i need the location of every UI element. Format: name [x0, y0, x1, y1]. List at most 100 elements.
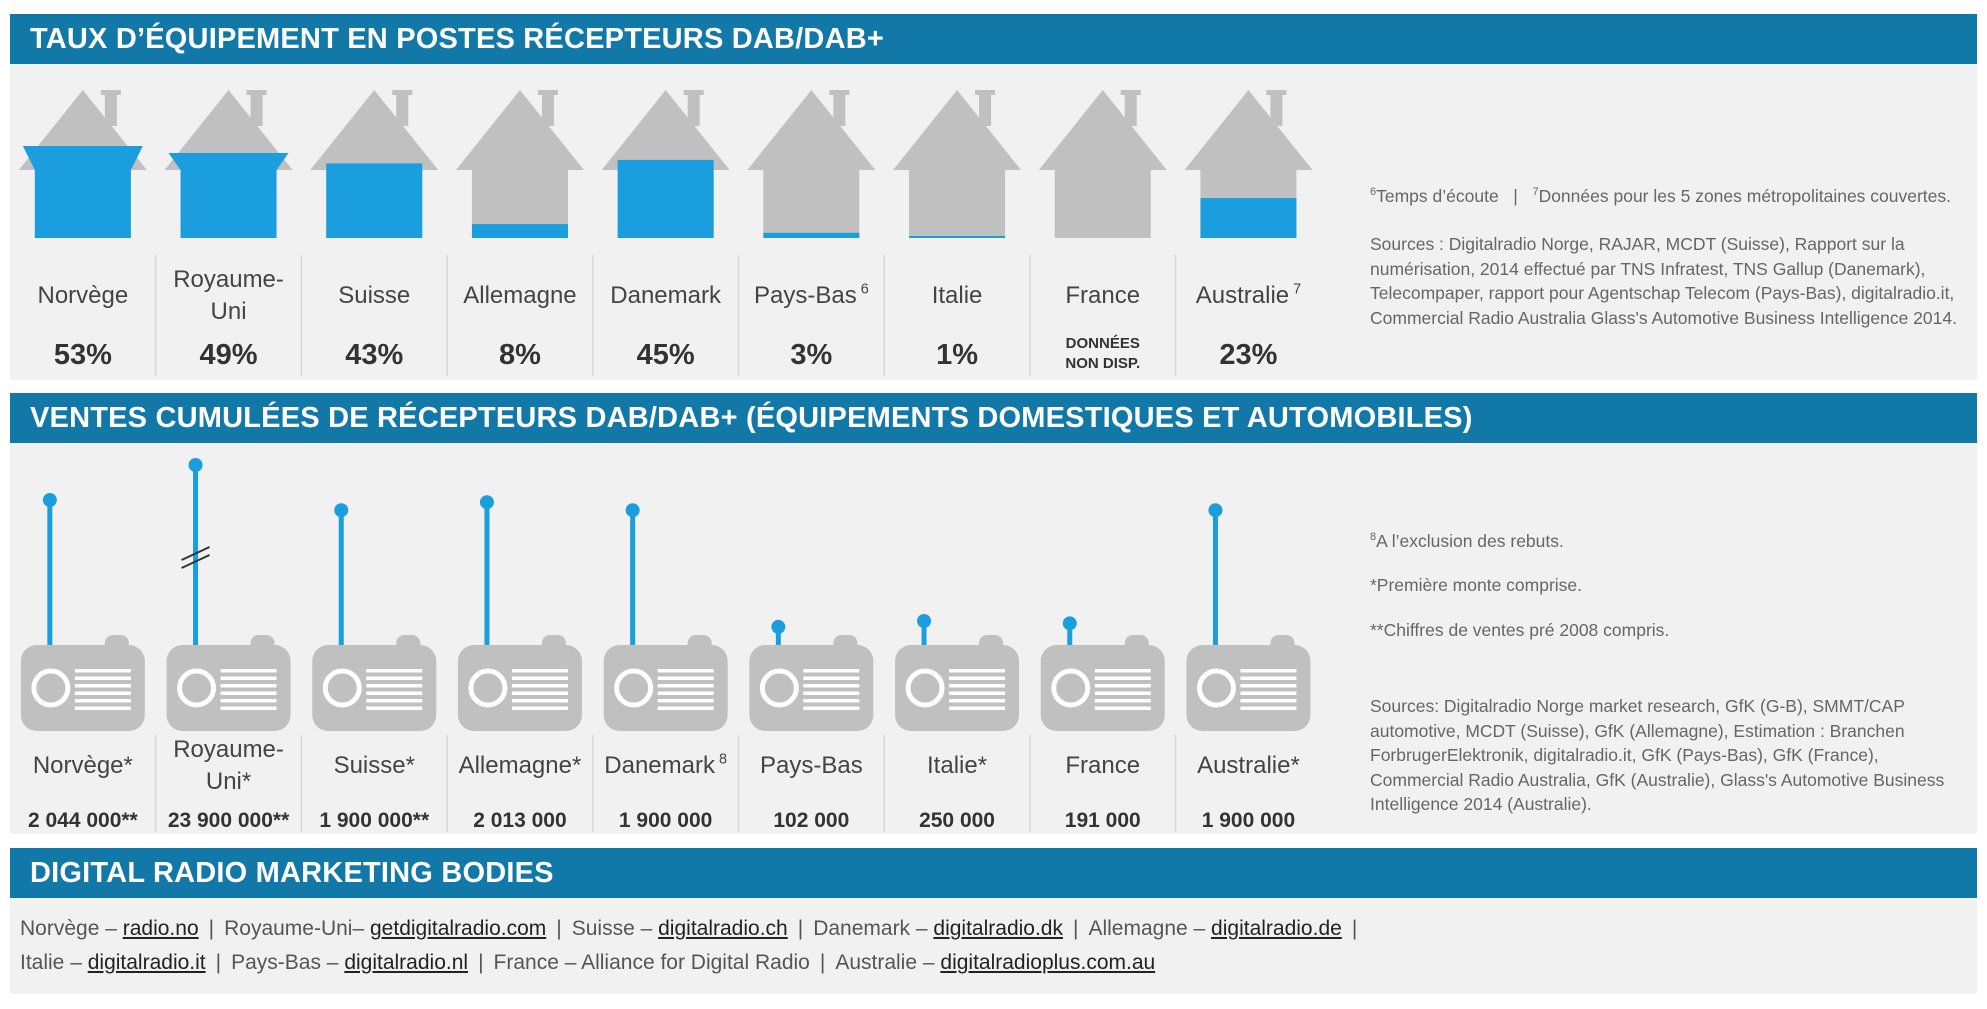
radio-grille-line: [1240, 684, 1297, 688]
radio-antenna-tip: [625, 503, 640, 518]
house-mark: [601, 90, 730, 238]
house-mark: [310, 90, 439, 238]
value-label: 1 900 000**: [319, 809, 430, 832]
radio-grille-line: [803, 699, 860, 703]
radio-grille-line: [1240, 669, 1297, 673]
house-chimney: [250, 92, 263, 126]
radio-dial: [468, 668, 508, 708]
radio-grille-line: [1094, 676, 1151, 680]
house-fill: [326, 163, 423, 238]
value-label: 2 044 000**: [28, 809, 139, 832]
marketing-link[interactable]: digitalradio.it: [87, 951, 206, 974]
radio-mark: [457, 495, 582, 731]
radio-grille-line: [949, 676, 1006, 680]
radio-grille-line: [803, 684, 860, 688]
radio-body: [312, 645, 437, 731]
radio-grille-line: [803, 669, 860, 673]
radio-grille-line: [220, 676, 277, 680]
marketing-item: Norvège – radio.no: [20, 917, 199, 940]
radio-antenna-tip: [1208, 503, 1223, 518]
house-roof: [455, 90, 584, 170]
marketing-item: Allemagne – digitalradio.de: [1088, 917, 1341, 940]
value-label: 2 013 000: [473, 809, 566, 832]
radio-body: [1040, 645, 1165, 731]
marketing-country: Australie –: [835, 951, 941, 974]
note-star: *Première monte comprise.: [1370, 575, 1583, 596]
marketing-link[interactable]: digitalradioplus.com.au: [940, 951, 1156, 974]
radio-grille-line: [220, 669, 277, 673]
radio-mark: [166, 458, 291, 731]
radio-dial: [1196, 668, 1236, 708]
house-mark: [893, 90, 1022, 238]
radio-grille-line: [1094, 691, 1151, 695]
radio-grille-line: [949, 706, 1006, 710]
category-label: Pays-Bas 6: [754, 281, 869, 309]
house-chimney: [979, 92, 992, 126]
marketing-links-line2: Italie – digitalradio.it | Pays-Bas – digi…: [20, 946, 1155, 980]
radio-grille-line: [657, 706, 714, 710]
category-label: Pays-Bas: [760, 752, 863, 779]
category-label: Suisse: [338, 282, 410, 309]
marketing-link[interactable]: digitalradio.dk: [933, 917, 1063, 940]
category-label: Norvège*: [33, 752, 133, 779]
radio-mark: [749, 619, 874, 731]
separator: |: [1073, 917, 1079, 940]
radio-grille-line: [74, 676, 131, 680]
radio-grille-line: [74, 691, 131, 695]
radio-grille-line: [1094, 669, 1151, 673]
house-chimney-cap: [829, 90, 850, 95]
section1-header: TAUX D’ÉQUIPEMENT EN POSTES RÉCEPTEURS D…: [10, 14, 1977, 64]
category-label: France: [1065, 752, 1140, 779]
radio-grille-line: [511, 691, 568, 695]
house-fill: [34, 158, 131, 238]
radio-grille-line: [1094, 684, 1151, 688]
category-label: Uni*: [206, 768, 251, 795]
radio-body: [166, 645, 291, 731]
value-label: 45%: [637, 339, 695, 371]
radio-grille-line: [657, 669, 714, 673]
note-8: 8A l’exclusion des rebuts.: [1370, 530, 1564, 551]
radio-mark: [603, 503, 728, 731]
marketing-link[interactable]: digitalradio.de: [1211, 917, 1342, 940]
radio-grille-line: [511, 706, 568, 710]
house-mark: [1038, 90, 1167, 238]
category-label: Royaume-: [173, 736, 284, 763]
category-label: Allemagne: [463, 282, 576, 309]
separator: |: [1351, 917, 1358, 940]
radio-dial: [177, 668, 217, 708]
house-chimney: [1270, 92, 1283, 126]
house-roof: [747, 90, 876, 170]
radio-dial: [614, 668, 654, 708]
section1-footnote: 6Temps d’écoute | 7Données pour les 5 zo…: [1370, 185, 1952, 206]
marketing-item: France – Alliance for Digital Radio: [494, 951, 810, 974]
radio-antenna-tip: [1062, 616, 1077, 631]
radio-dial: [1051, 668, 1091, 708]
radio-body: [895, 645, 1020, 731]
marketing-item: Danemark – digitalradio.dk: [813, 917, 1063, 940]
house-chimney-cap: [975, 90, 996, 95]
marketing-country: Pays-Bas –: [231, 951, 345, 974]
separator: |: [215, 951, 222, 974]
category-label: France: [1065, 282, 1140, 309]
radio-dial: [322, 668, 362, 708]
marketing-link[interactable]: getdigitalradio.com: [370, 917, 547, 940]
radio-dial: [905, 668, 945, 708]
house-mark: [164, 90, 293, 238]
category-label: Danemark: [610, 282, 722, 309]
section3-panel: [10, 898, 1977, 994]
house-chimney-cap: [246, 90, 267, 95]
house-fill: [471, 224, 568, 238]
value-label: 1 900 000: [619, 809, 712, 832]
marketing-country: Danemark –: [813, 917, 934, 940]
marketing-link[interactable]: digitalradio.nl: [344, 951, 469, 974]
marketing-link[interactable]: digitalradio.ch: [658, 917, 788, 940]
radio-grille-line: [949, 684, 1006, 688]
marketing-link[interactable]: radio.no: [122, 917, 199, 940]
section2-header: VENTES CUMULÉES DE RÉCEPTEURS DAB/DAB+ (…: [10, 393, 1977, 443]
house-body: [1054, 158, 1151, 238]
marketing-item: Royaume-Uni– getdigitalradio.com: [224, 917, 546, 940]
marketing-country: Royaume-Uni–: [224, 917, 370, 940]
house-chimney-cap: [1120, 90, 1141, 95]
radio-grille-line: [949, 691, 1006, 695]
